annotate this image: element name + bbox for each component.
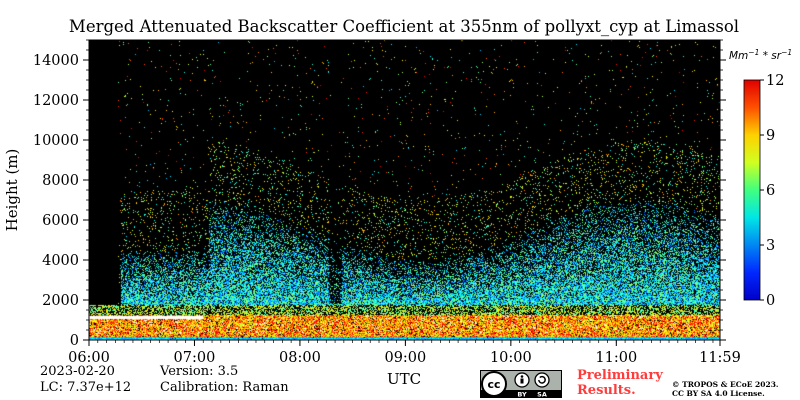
preliminary-line-2: Results. <box>577 383 636 398</box>
x-tick-label: 06:00 <box>68 350 110 366</box>
preliminary-results-note: Preliminary Results. <box>577 368 663 398</box>
cc-by-sa-badge-icon[interactable]: cc BY SA <box>480 370 562 398</box>
y-tick-label: 4000 <box>42 253 79 269</box>
y-tick-label: 12000 <box>33 93 79 109</box>
colorbar-tick-label: 9 <box>766 128 775 144</box>
x-axis-label: UTC <box>387 370 421 388</box>
heatmap-image <box>89 40 720 340</box>
x-tick-label: 08:00 <box>279 350 321 366</box>
y-tick-label: 14000 <box>33 53 79 69</box>
x-axis: 06:00 07:00 08:00 09:00 10:00 11:00 11:59 <box>68 340 741 366</box>
colorbar-tick-label: 6 <box>766 183 775 199</box>
svg-text:cc: cc <box>487 378 500 391</box>
svg-text:SA: SA <box>537 391 547 399</box>
x-tick-label: 07:00 <box>174 350 216 366</box>
y-tick-label: 0 <box>70 333 79 349</box>
footer-calibration: Calibration: Raman <box>160 380 289 395</box>
chart-title: Merged Attenuated Backscatter Coefficien… <box>69 17 739 36</box>
x-tick-label: 11:00 <box>595 350 637 366</box>
colorbar-label: Mm−1 * sr−1 <box>729 48 792 62</box>
colorbar-tick-label: 12 <box>766 73 784 89</box>
y-tick-label: 8000 <box>42 173 79 189</box>
x-tick-label: 09:00 <box>384 350 426 366</box>
footer-date: 2023-02-20 <box>40 364 115 379</box>
x-tick-label: 11:59 <box>699 350 741 366</box>
copyright-line-1: © TROPOS & ECoE 2023. <box>672 380 779 389</box>
colorbar-tick-label: 3 <box>766 238 775 254</box>
y-tick-label: 6000 <box>42 213 79 229</box>
footer-lc: LC: 7.37e+12 <box>40 380 132 395</box>
preliminary-line-1: Preliminary <box>577 368 663 383</box>
y-tick-label: 2000 <box>42 293 79 309</box>
copyright-note: © TROPOS & ECoE 2023. CC BY SA 4.0 Licen… <box>672 380 779 398</box>
x-tick-label: 10:00 <box>490 350 532 366</box>
colorbar-ticks: 0 3 6 9 12 <box>760 73 784 309</box>
copyright-line-2: CC BY SA 4.0 License. <box>672 389 765 398</box>
colorbar <box>743 79 761 301</box>
svg-text:BY: BY <box>517 391 527 399</box>
y-axis-label: Height (m) <box>3 149 21 232</box>
colorbar-tick-label: 0 <box>766 293 775 309</box>
y-axis: 0 2000 4000 6000 8000 10000 12000 14000 <box>33 39 726 349</box>
y-tick-label: 10000 <box>33 133 79 149</box>
footer-version: Version: 3.5 <box>160 364 239 379</box>
